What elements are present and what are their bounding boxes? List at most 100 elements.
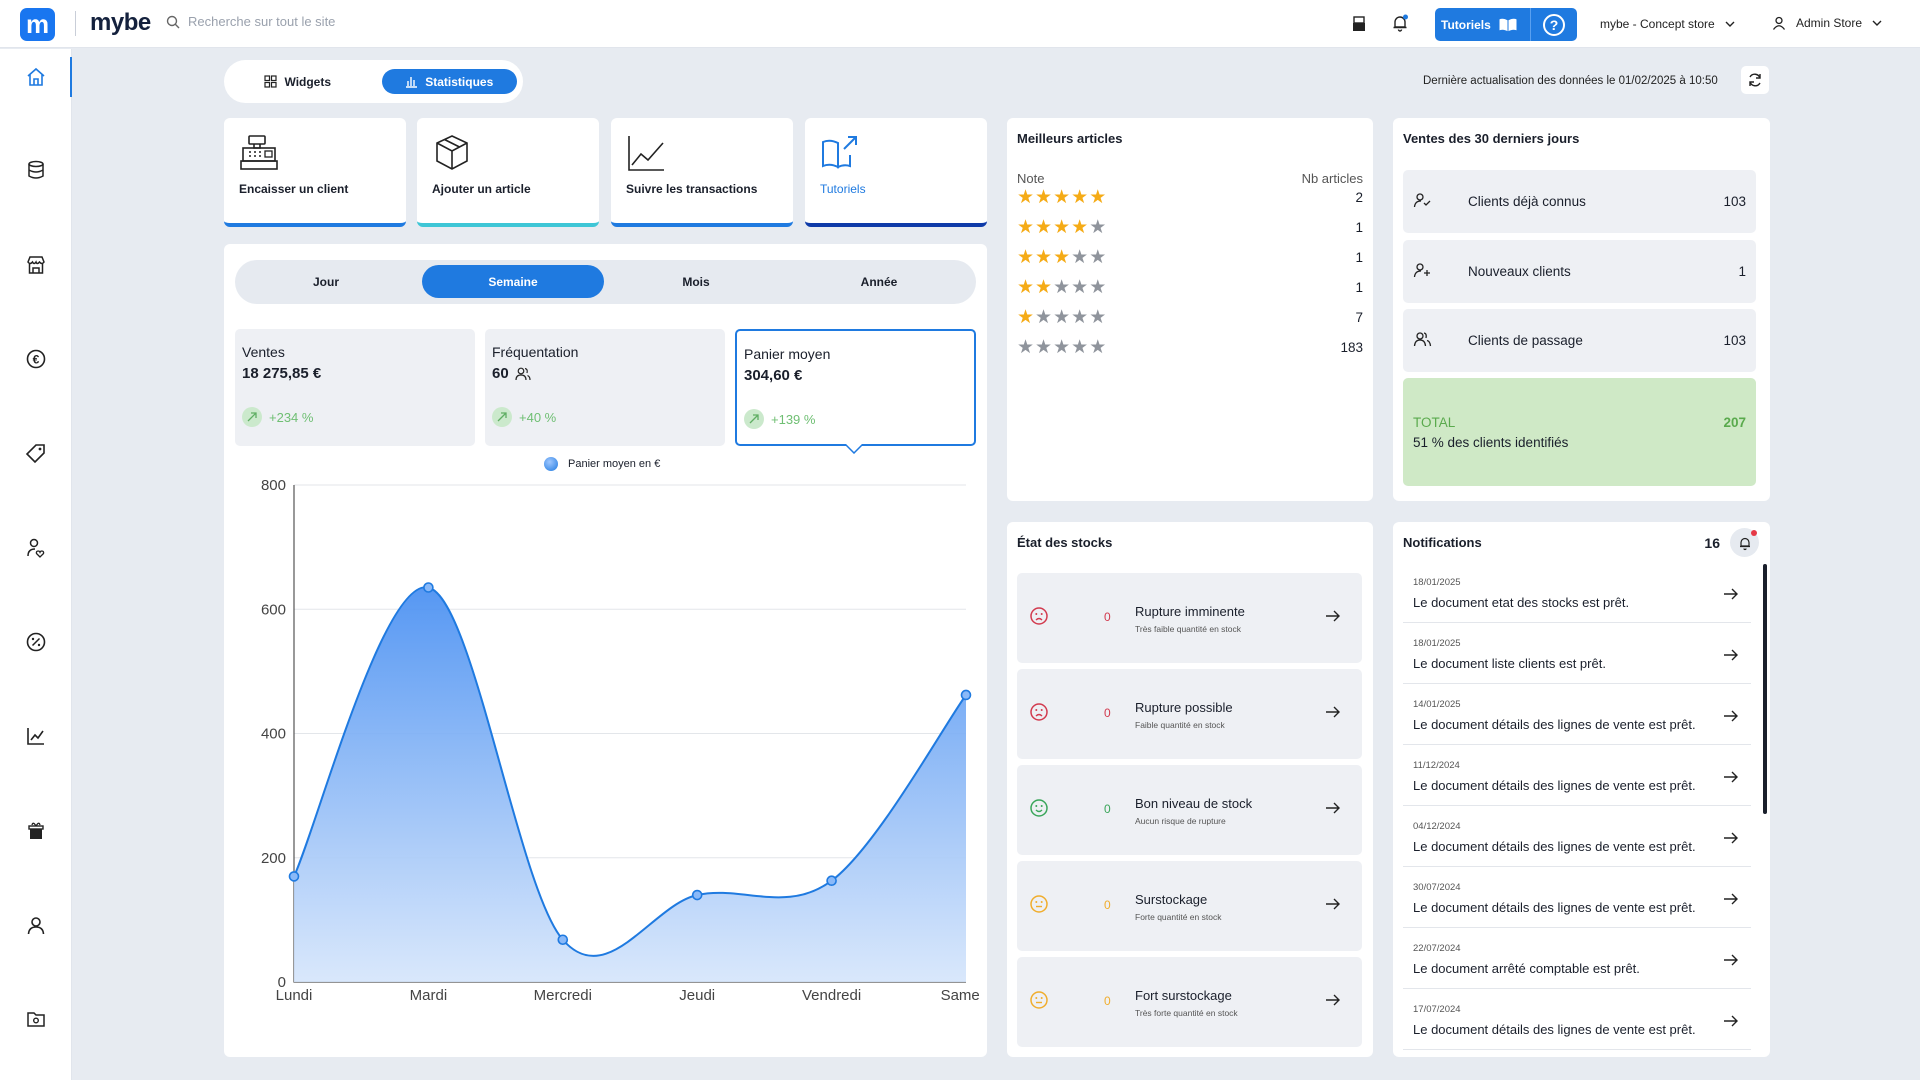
notifications-bell[interactable] (1390, 13, 1410, 33)
sidebar-item-finance[interactable]: € (0, 339, 72, 379)
notification-item[interactable]: 18/01/2025 Le document liste clients est … (1403, 623, 1751, 684)
notification-date: 30/07/2024 (1413, 882, 1461, 893)
smiley-icon (1030, 799, 1048, 817)
period-day[interactable]: Jour (312, 274, 339, 289)
notification-date: 11/12/2024 (1413, 760, 1460, 771)
kpi-title: Ventes (242, 344, 285, 360)
data-point-vendredi[interactable] (826, 875, 837, 887)
notification-item[interactable]: 17/07/2024 Le document détails des lignes… (1403, 989, 1751, 1050)
notification-item[interactable]: 30/07/2024 Le document détails des lignes… (1403, 867, 1751, 928)
stock-count: 0 (1104, 802, 1111, 816)
database-icon (28, 160, 44, 179)
kpi-average-basket[interactable]: Panier moyen 304,60 € +139 % (735, 329, 976, 446)
quick-action-transactions[interactable]: Suivre les transactions (611, 118, 793, 227)
stock-level-subtitle: Forte quantité en stock (1135, 912, 1222, 922)
stock-level-row[interactable]: 0 Bon niveau de stock Aucun risque de rupt… (1017, 765, 1362, 855)
stock-level-row[interactable]: 0 Rupture imminente Très faible quantité e… (1017, 573, 1362, 663)
rating-row[interactable]: ★ ★ ★ ★ ★ 183 (1017, 338, 1363, 357)
unread-dot (1751, 530, 1757, 536)
star-icon: ★ (1035, 187, 1053, 208)
refresh-icon (1749, 73, 1761, 87)
notification-item[interactable]: 14/01/2025 Le document détails des lignes… (1403, 684, 1751, 745)
rating-row[interactable]: ★ ★ ★ ★ ★ 7 (1017, 308, 1363, 327)
stock-level-row[interactable]: 0 Surstockage Forte quantité en stock (1017, 861, 1362, 951)
user-menu[interactable]: Admin Store (1772, 16, 1882, 30)
data-point-mardi[interactable] (423, 582, 434, 593)
sidebar-item-tags[interactable] (0, 433, 72, 473)
passing-clients-row[interactable]: Clients de passage 103 (1403, 309, 1756, 372)
kpi-growth: +40 % (519, 409, 557, 425)
total-clients-box: TOTAL 207 51 % des clients identifiés (1403, 378, 1756, 486)
search-input[interactable]: Recherche sur tout le site (188, 14, 336, 29)
smiley-icon (1030, 895, 1048, 913)
search-box[interactable]: Recherche sur tout le site (166, 14, 335, 29)
refresh-button[interactable] (1741, 66, 1769, 94)
period-month[interactable]: Mois (682, 274, 710, 289)
star-icon: ★ (1071, 337, 1089, 358)
quick-action-checkout[interactable]: Encaisser un client (224, 118, 406, 227)
quick-action-add-article[interactable]: Ajouter un article (417, 118, 599, 227)
col-count-header: Nb articles (1301, 171, 1363, 186)
quick-action-tutorials[interactable]: Tutoriels (805, 118, 987, 227)
x-tick-label: Mercredi (534, 987, 592, 1004)
notifications-scrollbar[interactable] (1763, 564, 1767, 814)
stock-count: 0 (1104, 898, 1111, 912)
arrow-right-icon (1724, 1015, 1738, 1027)
sidebar-item-settings[interactable] (0, 999, 72, 1039)
sidebar-item-customers[interactable] (0, 528, 72, 568)
view-toggle: Widgets Statistiques (224, 60, 523, 103)
sidebar-item-home[interactable] (0, 57, 72, 97)
stock-level-row[interactable]: 0 Rupture possible Faible quantité en stoc… (1017, 669, 1362, 759)
sidebar-item-database[interactable] (0, 150, 72, 190)
rating-row[interactable]: ★ ★ ★ ★ ★ 1 (1017, 248, 1363, 267)
logo-separator (75, 11, 76, 36)
user-check-icon (1413, 193, 1431, 208)
chart-legend[interactable]: Panier moyen en € (544, 457, 660, 471)
period-week[interactable]: Semaine (422, 265, 604, 298)
notifications-bell-button[interactable] (1730, 528, 1759, 557)
star-icon: ★ (1053, 337, 1071, 358)
data-point-mercredi[interactable] (557, 934, 569, 946)
sidebar-item-users[interactable] (0, 906, 72, 946)
arrow-right-icon (1326, 898, 1340, 910)
known-clients-row[interactable]: Clients déjà connus 103 (1403, 170, 1756, 233)
kpi-sales[interactable]: Ventes 18 275,85 € +234 % (235, 329, 475, 446)
notification-item[interactable]: 22/07/2024 Le document arrêté comptable e… (1403, 928, 1751, 989)
sidebar-item-store[interactable] (0, 245, 72, 285)
sidebar-item-gifts[interactable] (0, 811, 72, 851)
notification-item[interactable]: 11/12/2024 Le document détails des lignes… (1403, 745, 1751, 806)
notification-message: Le document détails des lignes de vente … (1413, 1022, 1696, 1037)
rating-row[interactable]: ★ ★ ★ ★ ★ 1 (1017, 278, 1363, 297)
arrow-right-icon (1326, 994, 1340, 1006)
app-logo[interactable]: m (20, 8, 55, 41)
sidebar-item-promotions[interactable] (0, 622, 72, 662)
kpi-attendance[interactable]: Fréquentation 60 +40 % (485, 329, 725, 446)
sidebar-item-statistics[interactable] (0, 716, 72, 756)
users-icon (27, 917, 45, 935)
notification-item[interactable]: 04/12/2024 Le document détails des lignes… (1403, 806, 1751, 867)
store-selector[interactable]: mybe - Concept store (1600, 17, 1735, 31)
stock-level-row[interactable]: 0 Fort surstockage Très forte quantité en … (1017, 957, 1362, 1047)
arrow-right-icon (1724, 893, 1738, 905)
data-point-samedi[interactable] (960, 689, 972, 701)
rating-row[interactable]: ★ ★ ★ ★ ★ 1 (1017, 218, 1363, 237)
legend-dot (544, 457, 558, 471)
bell-icon (1739, 537, 1750, 550)
period-year[interactable]: Année (860, 274, 898, 289)
new-clients-row[interactable]: Nouveaux clients 1 (1403, 240, 1756, 303)
tab-widgets[interactable]: Widgets (230, 69, 366, 94)
data-point-jeudi[interactable] (691, 889, 703, 901)
app-name[interactable]: mybe (90, 9, 151, 36)
data-point-lundi[interactable] (288, 871, 300, 882)
rating-row[interactable]: ★ ★ ★ ★ ★ 2 (1017, 188, 1363, 207)
notification-item[interactable]: 18/01/2025 Le document etat des stocks es… (1403, 562, 1751, 623)
tutorials-button[interactable]: Tutoriels (1435, 8, 1530, 41)
star-icon: ★ (1071, 247, 1089, 268)
star-icon: ★ (1089, 337, 1107, 358)
cash-register-icon[interactable] (1349, 14, 1369, 34)
tab-statistics[interactable]: Statistiques (381, 69, 517, 94)
help-button[interactable]: ? (1530, 8, 1577, 41)
star-icon: ★ (1017, 217, 1035, 238)
star-rating: ★ ★ ★ ★ ★ (1017, 218, 1106, 237)
star-icon: ★ (1035, 307, 1053, 328)
